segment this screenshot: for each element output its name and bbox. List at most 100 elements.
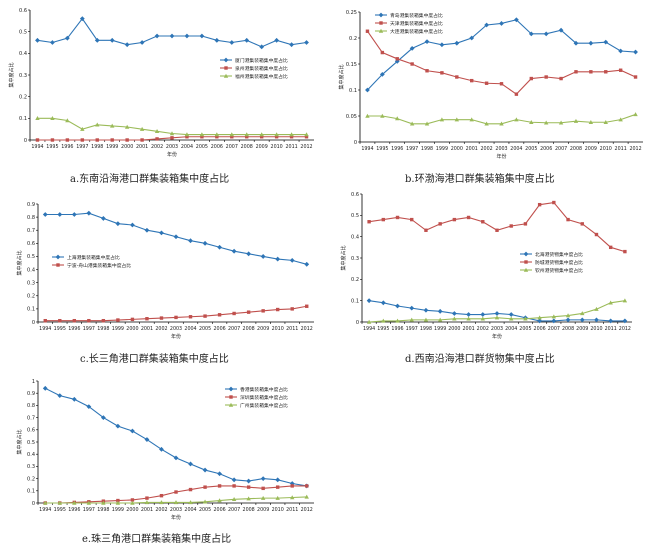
x-tick-label: 2011 bbox=[285, 144, 297, 150]
data-point bbox=[594, 317, 599, 323]
data-point bbox=[608, 245, 613, 250]
data-point bbox=[232, 311, 236, 316]
data-point bbox=[229, 40, 235, 45]
x-tick-label: 2009 bbox=[257, 326, 269, 332]
x-tick-label: 1995 bbox=[54, 507, 66, 513]
data-point bbox=[58, 318, 62, 323]
y-tick-label: 0 bbox=[32, 320, 35, 326]
data-point bbox=[109, 37, 115, 43]
y-tick-label: 0.5 bbox=[27, 440, 35, 446]
data-point bbox=[469, 117, 474, 122]
data-point bbox=[199, 33, 205, 39]
x-tick-label: 2002 bbox=[155, 507, 167, 513]
x-tick-label: 2006 bbox=[540, 146, 552, 152]
x-tick-label: 1997 bbox=[83, 326, 95, 332]
data-point bbox=[50, 138, 55, 142]
data-point bbox=[87, 318, 91, 323]
data-point bbox=[259, 44, 265, 50]
data-point bbox=[95, 138, 99, 142]
x-tick-label: 1996 bbox=[61, 144, 73, 150]
data-point bbox=[603, 119, 608, 124]
data-point bbox=[275, 495, 280, 500]
data-point bbox=[35, 116, 40, 121]
data-point bbox=[86, 210, 92, 216]
data-point bbox=[499, 121, 504, 126]
data-point bbox=[217, 484, 222, 488]
caption-c: c.长三角港口群集装箱集中度占比 bbox=[80, 354, 229, 365]
data-point bbox=[305, 304, 309, 308]
data-point bbox=[514, 92, 519, 96]
x-tick-label: 1998 bbox=[91, 144, 103, 150]
data-point bbox=[365, 87, 370, 93]
caption-b: b.环渤海港口群集装箱集中度占比 bbox=[405, 174, 555, 185]
x-tick-label: 1999 bbox=[436, 146, 448, 152]
x-tick-label: 1999 bbox=[434, 326, 446, 332]
y-tick-label: 0.8 bbox=[27, 215, 35, 221]
data-point bbox=[623, 249, 627, 254]
y-axis-label: 集中度占比 bbox=[8, 62, 15, 87]
x-tick-label: 1998 bbox=[97, 326, 109, 332]
data-point bbox=[551, 314, 557, 319]
data-point bbox=[215, 135, 219, 139]
x-tick-label: 2008 bbox=[562, 326, 574, 332]
x-tick-label: 2009 bbox=[256, 144, 268, 150]
y-tick-label: 0.15 bbox=[346, 62, 357, 68]
x-tick-label: 2004 bbox=[181, 144, 193, 150]
data-point bbox=[381, 318, 386, 323]
x-tick-label: 2001 bbox=[462, 326, 474, 332]
x-tick-label: 1999 bbox=[106, 144, 118, 150]
x-tick-label: 1999 bbox=[112, 326, 124, 332]
data-point bbox=[115, 221, 121, 227]
data-point bbox=[424, 228, 428, 232]
data-point bbox=[618, 48, 624, 54]
x-tick-label: 1994 bbox=[361, 146, 373, 152]
data-point bbox=[246, 496, 251, 501]
data-point bbox=[94, 37, 100, 43]
data-point bbox=[274, 37, 280, 43]
data-point bbox=[35, 37, 40, 43]
data-point bbox=[42, 385, 48, 391]
data-point bbox=[565, 313, 571, 318]
x-tick-label: 2005 bbox=[199, 507, 211, 513]
data-point bbox=[513, 17, 519, 23]
x-tick-label: 1995 bbox=[54, 326, 66, 332]
y-tick-label: 0.05 bbox=[346, 114, 357, 120]
x-tick-label: 2008 bbox=[243, 507, 255, 513]
data-point bbox=[438, 222, 442, 226]
data-point bbox=[365, 29, 370, 33]
series-1 bbox=[42, 385, 310, 489]
data-point bbox=[440, 71, 444, 75]
data-point bbox=[451, 311, 457, 316]
data-point bbox=[145, 496, 149, 500]
y-tick-label: 0.1 bbox=[27, 307, 35, 313]
x-tick-label: 2004 bbox=[184, 326, 196, 332]
data-point bbox=[537, 318, 543, 324]
x-tick-label: 2003 bbox=[495, 146, 507, 152]
data-point bbox=[274, 132, 279, 137]
x-tick-label: 2008 bbox=[570, 146, 582, 152]
data-point bbox=[290, 307, 294, 311]
data-point bbox=[95, 122, 100, 127]
data-point bbox=[43, 318, 47, 323]
x-tick-label: 2002 bbox=[477, 326, 489, 332]
data-point bbox=[480, 312, 486, 317]
data-point bbox=[439, 42, 445, 48]
x-tick-label: 2003 bbox=[491, 326, 503, 332]
chart-panel-e: 0 0.1 0.2 0.3 0.4 0.5 0.6 0.7 0.8 0.9 1 1994 1995 199… bbox=[0, 364, 325, 548]
data-point bbox=[214, 37, 220, 43]
data-point bbox=[395, 318, 400, 323]
data-point bbox=[289, 42, 294, 48]
data-point bbox=[565, 317, 571, 323]
data-point bbox=[494, 315, 500, 320]
data-point bbox=[65, 118, 70, 123]
x-tick-label: 2000 bbox=[126, 507, 138, 513]
legend-label: 上海港集装箱集中度占比 bbox=[67, 254, 120, 261]
y-tick-label: 0.4 bbox=[27, 452, 35, 458]
series-2 bbox=[43, 304, 309, 323]
y-tick-label: 0.1 bbox=[349, 88, 357, 94]
data-point bbox=[100, 415, 106, 420]
data-point bbox=[86, 500, 92, 505]
data-point bbox=[275, 307, 280, 312]
data-point bbox=[380, 50, 385, 55]
